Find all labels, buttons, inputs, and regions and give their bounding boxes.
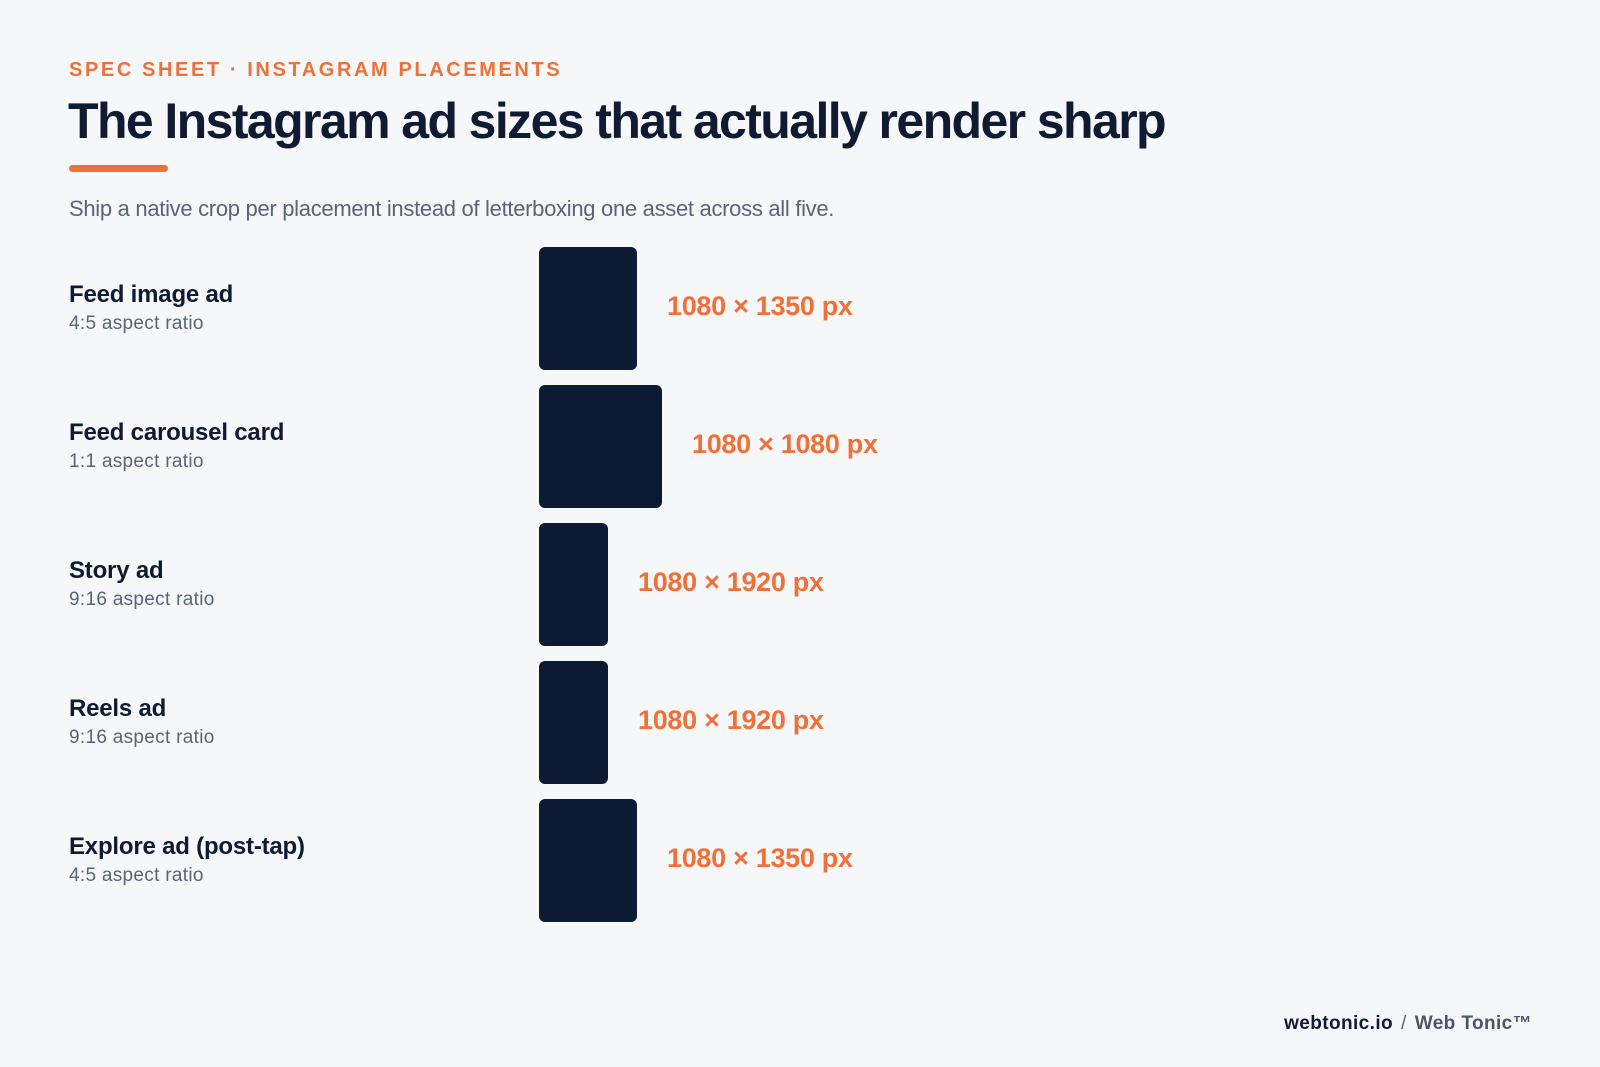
footer: webtonic.io / Web Tonic™ <box>1284 1013 1532 1035</box>
placement-name: Explore ad (post-tap) <box>69 833 305 860</box>
footer-brand: Web Tonic™ <box>1414 1013 1532 1034</box>
page-subtitle: Ship a native crop per placement instead… <box>69 196 835 221</box>
placement-row: Explore ad (post-tap) 4:5 aspect ratio 108… <box>0 799 1600 923</box>
placement-aspect-ratio: 9:16 aspect ratio <box>69 727 215 748</box>
placement-dimensions: 1080 × 1920 px <box>638 567 824 597</box>
placement-name: Story ad <box>69 557 164 584</box>
aspect-ratio-preview <box>539 799 637 922</box>
placement-dimensions: 1080 × 1080 px <box>692 429 878 459</box>
placement-name: Feed carousel card <box>69 419 285 446</box>
aspect-ratio-preview <box>539 523 608 646</box>
placement-aspect-ratio: 9:16 aspect ratio <box>69 589 215 610</box>
placement-row: Reels ad 9:16 aspect ratio 1080 × 1920 px <box>0 661 1600 785</box>
placement-dimensions: 1080 × 1350 px <box>667 843 853 873</box>
placement-name: Feed image ad <box>69 281 234 308</box>
placement-row: Story ad 9:16 aspect ratio 1080 × 1920 px <box>0 523 1600 647</box>
placement-aspect-ratio: 4:5 aspect ratio <box>69 313 204 334</box>
footer-separator: / <box>1401 1013 1407 1034</box>
page-title: The Instagram ad sizes that actually ren… <box>68 93 1167 149</box>
aspect-ratio-preview <box>539 247 637 370</box>
accent-bar <box>69 165 168 172</box>
placement-row: Feed carousel card 1:1 aspect ratio 1080 ×… <box>0 385 1600 509</box>
placement-name: Reels ad <box>69 695 167 722</box>
placement-aspect-ratio: 4:5 aspect ratio <box>69 865 204 886</box>
eyebrow-label: SPEC SHEET · INSTAGRAM PLACEMENTS <box>69 59 563 81</box>
placement-aspect-ratio: 1:1 aspect ratio <box>69 451 204 472</box>
footer-domain: webtonic.io <box>1284 1013 1394 1034</box>
placement-dimensions: 1080 × 1920 px <box>638 705 824 735</box>
placement-row: Feed image ad 4:5 aspect ratio 1080 × 1350… <box>0 247 1600 371</box>
aspect-ratio-preview <box>539 661 608 784</box>
placement-dimensions: 1080 × 1350 px <box>667 291 853 321</box>
aspect-ratio-preview <box>539 385 662 508</box>
